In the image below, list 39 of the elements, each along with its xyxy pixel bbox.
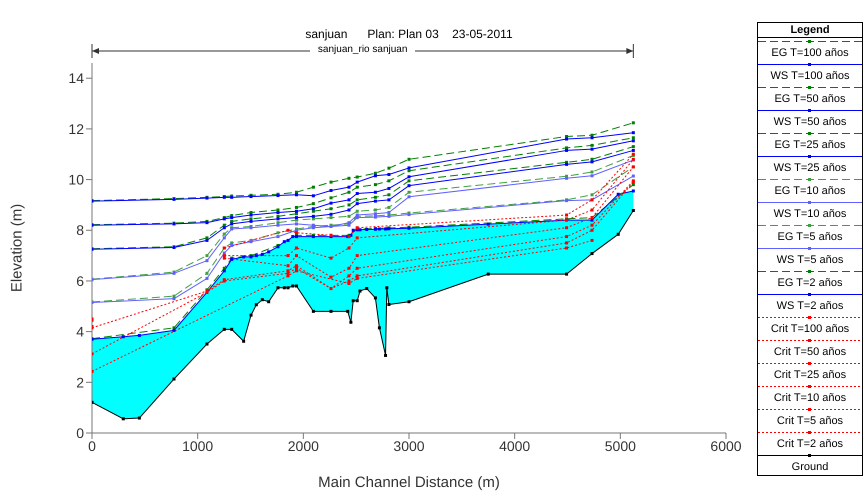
legend-label: EG T=2 años	[776, 276, 844, 291]
legend-label: WS T=2 años	[776, 299, 844, 314]
legend-label: WS T=25 años	[772, 161, 848, 176]
legend-label: EG T=5 años	[776, 230, 844, 245]
y-tick-label: 4	[76, 324, 84, 340]
legend-label: Crit T=2 años	[776, 437, 844, 452]
y-tick-label: 8	[76, 222, 84, 238]
x-tick-label: 3000	[393, 438, 425, 454]
chart-title: sanjuan Plan: Plan 03 23-05-2011	[304, 27, 514, 41]
legend-label: EG T=50 años	[773, 92, 847, 107]
legend-label: WS T=50 años	[772, 115, 848, 130]
legend-label: Ground	[790, 460, 830, 475]
legend-label: Crit T=25 años	[772, 368, 848, 383]
x-tick-label: 4000	[499, 438, 530, 454]
text: sanjuan_rio sanjuan	[310, 44, 416, 55]
y-tick-label: 12	[68, 120, 84, 137]
y-tick-label: 6	[76, 272, 84, 289]
y-tick-label: 14	[68, 70, 84, 86]
y-tick-label: 10	[68, 172, 84, 188]
legend-label: Crit T=100 años	[770, 322, 850, 337]
legend-label: WS T=100 años	[770, 69, 850, 84]
legend-title: Legend	[758, 23, 862, 38]
legend-label: Crit T=50 años	[772, 345, 848, 360]
x-tick-label: 2000	[288, 438, 320, 454]
legend-label: Crit T=5 años	[776, 414, 844, 429]
x-tick-label: 1000	[182, 438, 214, 454]
legend-label: EG T=25 años	[773, 138, 847, 153]
legend-label: Crit T=10 años	[772, 391, 848, 406]
x-axis-title: Main Channel Distance (m)	[318, 474, 500, 491]
x-tick-label: 5000	[604, 438, 636, 454]
y-tick-label: 2	[76, 374, 84, 390]
legend-label: WS T=10 años	[772, 207, 848, 222]
x-tick-label: 6000	[710, 438, 742, 454]
legend-label: EG T=100 años	[770, 46, 850, 61]
x-tick-label: 0	[88, 438, 96, 454]
y-axis-title: Elevation (m)	[8, 204, 26, 292]
legend-label: EG T=10 años	[773, 184, 847, 199]
legend-label: WS T=5 años	[776, 253, 844, 268]
y-tick-label: 0	[76, 424, 84, 441]
